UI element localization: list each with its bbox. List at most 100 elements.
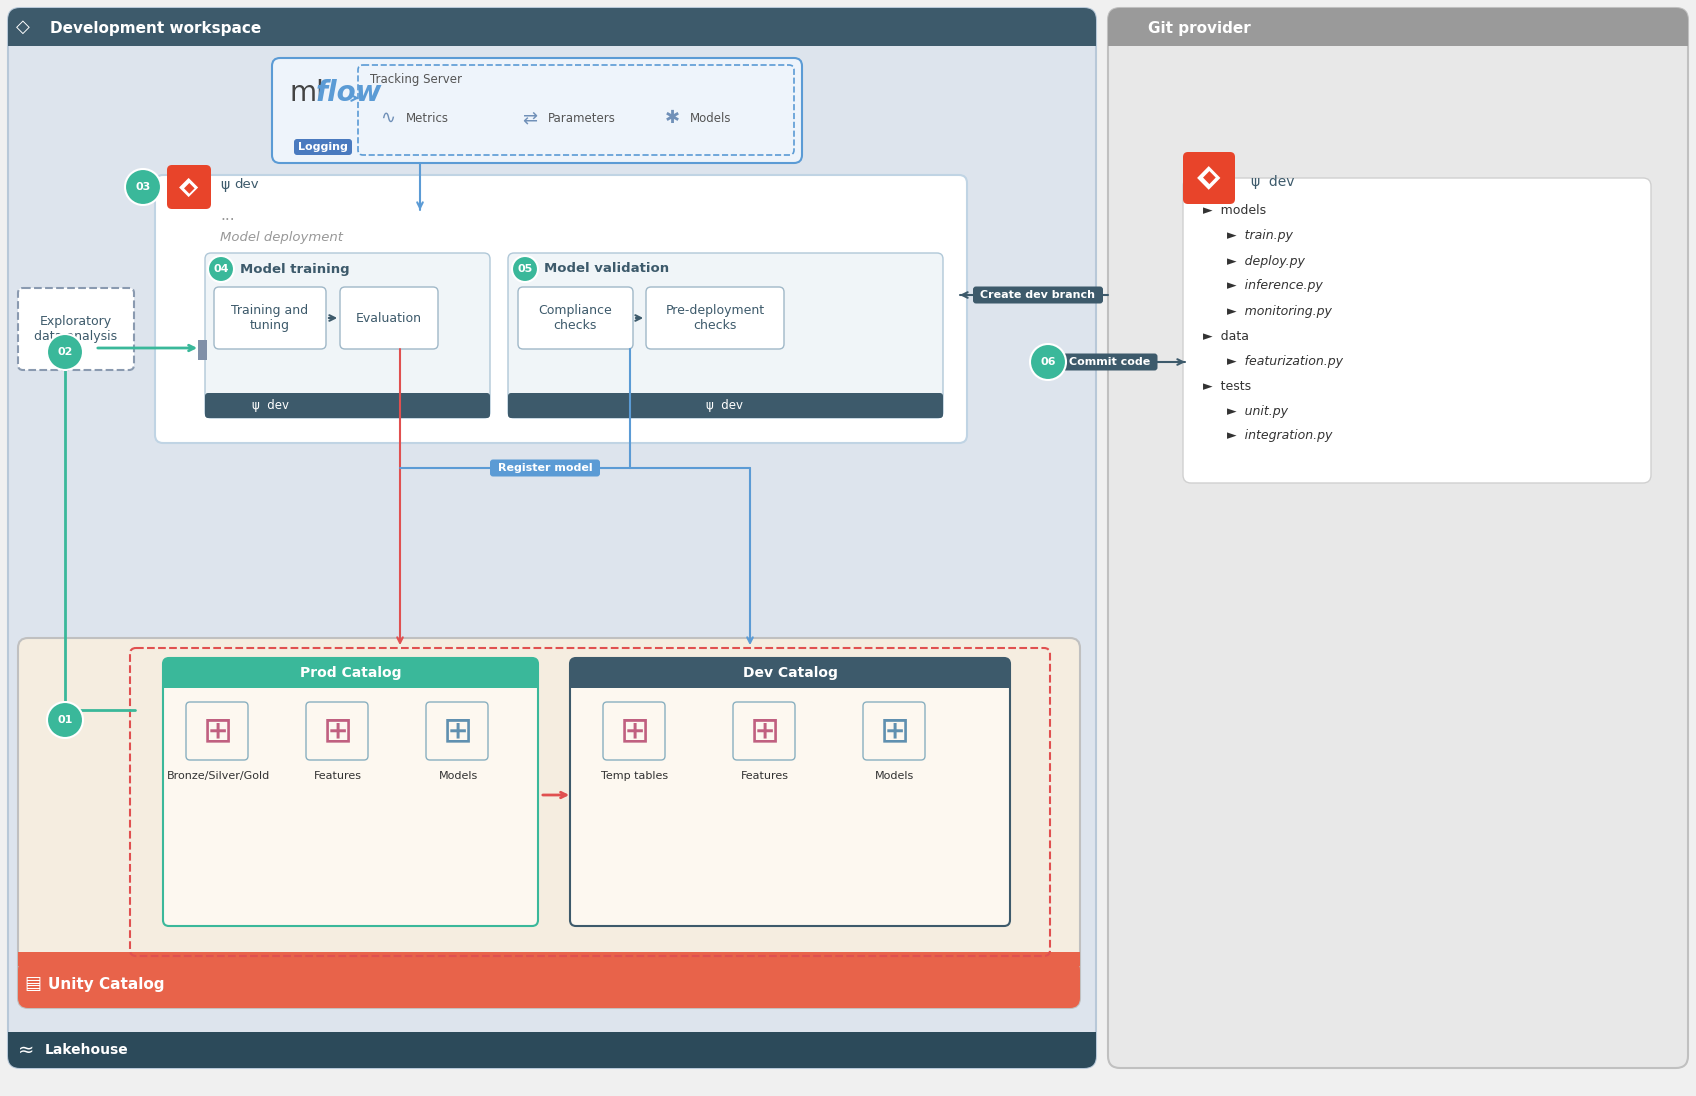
Text: Dev Catalog: Dev Catalog [743, 666, 838, 680]
Text: Model validation: Model validation [544, 263, 670, 275]
FancyBboxPatch shape [305, 703, 368, 760]
Text: Features: Features [741, 770, 789, 781]
Text: Models: Models [875, 770, 914, 781]
FancyBboxPatch shape [863, 703, 924, 760]
Text: ⊞: ⊞ [750, 713, 780, 747]
FancyBboxPatch shape [205, 393, 490, 418]
Text: Tracking Server: Tracking Server [370, 73, 461, 87]
Text: 02: 02 [58, 347, 73, 357]
FancyBboxPatch shape [163, 658, 538, 688]
FancyBboxPatch shape [187, 703, 248, 760]
FancyBboxPatch shape [509, 393, 943, 418]
FancyBboxPatch shape [154, 175, 967, 443]
FancyBboxPatch shape [490, 459, 600, 477]
FancyBboxPatch shape [974, 286, 1102, 304]
FancyBboxPatch shape [604, 703, 665, 760]
Text: Parameters: Parameters [548, 112, 616, 125]
FancyBboxPatch shape [358, 65, 794, 155]
Text: Lakehouse: Lakehouse [46, 1043, 129, 1057]
Text: Git provider: Git provider [1148, 21, 1250, 35]
Text: ψ  dev: ψ dev [1252, 175, 1294, 189]
FancyBboxPatch shape [205, 253, 490, 418]
FancyBboxPatch shape [293, 139, 353, 155]
Text: ψ  dev: ψ dev [707, 399, 743, 411]
FancyBboxPatch shape [1184, 178, 1650, 483]
Text: Pre-deployment
checks: Pre-deployment checks [665, 304, 765, 332]
Text: Metrics: Metrics [405, 112, 449, 125]
Text: ►  inference.py: ► inference.py [1202, 279, 1323, 293]
Text: ►  deploy.py: ► deploy.py [1202, 254, 1304, 267]
FancyBboxPatch shape [570, 658, 1011, 926]
Bar [8, 1032, 1096, 1050]
FancyBboxPatch shape [426, 703, 488, 760]
Text: Model deployment: Model deployment [220, 231, 343, 244]
FancyBboxPatch shape [1107, 8, 1688, 1068]
Bar [570, 673, 1011, 688]
FancyBboxPatch shape [8, 8, 1096, 46]
Text: Commit code: Commit code [1070, 357, 1150, 367]
Text: ►  models: ► models [1202, 205, 1267, 217]
Text: ⊞: ⊞ [322, 713, 353, 747]
FancyBboxPatch shape [1062, 354, 1157, 370]
Text: Register model: Register model [497, 463, 592, 473]
Text: Features: Features [314, 770, 361, 781]
FancyBboxPatch shape [19, 960, 1080, 1008]
Text: ◇: ◇ [15, 18, 31, 36]
FancyBboxPatch shape [8, 8, 1096, 1068]
Bar [19, 952, 1080, 966]
Text: ►  integration.py: ► integration.py [1202, 430, 1333, 443]
FancyBboxPatch shape [214, 287, 326, 349]
Text: ⊞: ⊞ [880, 713, 911, 747]
FancyBboxPatch shape [1184, 152, 1235, 204]
Circle shape [47, 334, 83, 370]
FancyBboxPatch shape [509, 253, 943, 418]
Text: Model training: Model training [241, 263, 349, 275]
FancyBboxPatch shape [570, 658, 1011, 688]
Text: ⊞: ⊞ [443, 713, 473, 747]
FancyBboxPatch shape [163, 658, 538, 926]
Text: ►  featurization.py: ► featurization.py [1202, 354, 1343, 367]
Circle shape [126, 169, 161, 205]
Bar [1107, 30, 1688, 46]
Text: 01: 01 [58, 715, 73, 724]
Text: Temp tables: Temp tables [602, 770, 668, 781]
Text: Models: Models [438, 770, 478, 781]
Text: ◆: ◆ [183, 180, 195, 194]
Text: Evaluation: Evaluation [356, 311, 422, 324]
Bar [163, 673, 538, 688]
Text: ⊞: ⊞ [204, 713, 232, 747]
Text: ►  train.py: ► train.py [1202, 229, 1292, 242]
Text: ≈: ≈ [19, 1040, 34, 1060]
Text: 06: 06 [1040, 357, 1055, 367]
Text: ►  unit.py: ► unit.py [1202, 404, 1287, 418]
Text: Exploratory
data analysis: Exploratory data analysis [34, 315, 117, 343]
FancyBboxPatch shape [166, 165, 210, 209]
Text: Models: Models [690, 112, 731, 125]
FancyBboxPatch shape [19, 638, 1080, 1008]
Text: Create dev branch: Create dev branch [980, 290, 1096, 300]
Text: ►  monitoring.py: ► monitoring.py [1202, 305, 1331, 318]
FancyBboxPatch shape [8, 1032, 1096, 1068]
Text: Compliance
checks: Compliance checks [538, 304, 612, 332]
Text: ml: ml [290, 79, 326, 107]
Bar [8, 30, 1096, 46]
Text: ◆: ◆ [180, 175, 198, 199]
Text: dev: dev [234, 179, 258, 192]
FancyBboxPatch shape [733, 703, 795, 760]
Text: ►  data: ► data [1202, 330, 1248, 342]
Text: ►  tests: ► tests [1202, 379, 1252, 392]
Text: ψ  dev: ψ dev [251, 399, 288, 411]
Text: Training and
tuning: Training and tuning [231, 304, 309, 332]
Text: Logging: Logging [298, 142, 348, 152]
Text: Bronze/Silver/Gold: Bronze/Silver/Gold [166, 770, 270, 781]
Circle shape [209, 256, 234, 282]
Text: ▤: ▤ [24, 975, 41, 993]
Text: 04: 04 [214, 264, 229, 274]
Text: ...: ... [220, 207, 234, 222]
Text: Unity Catalog: Unity Catalog [47, 977, 165, 992]
FancyBboxPatch shape [19, 288, 134, 370]
Text: 03: 03 [136, 182, 151, 192]
FancyBboxPatch shape [339, 287, 438, 349]
FancyBboxPatch shape [646, 287, 784, 349]
Text: ⇄: ⇄ [522, 109, 538, 127]
